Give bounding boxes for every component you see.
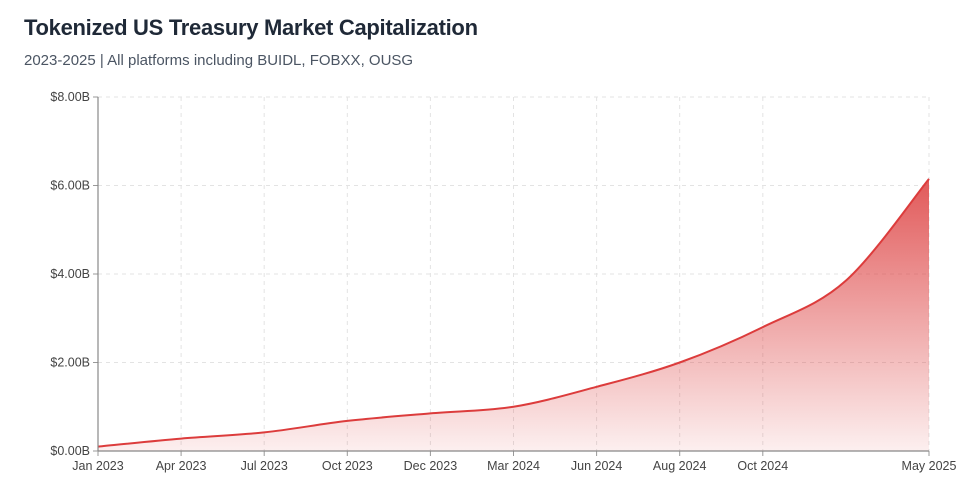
y-tick-label: $8.00B [50,90,90,104]
y-tick-label: $2.00B [50,356,90,370]
x-tick-label: Jul 2023 [241,459,288,473]
axes [93,96,930,456]
x-tick-label: Dec 2023 [404,459,458,473]
x-tick-label: Oct 2024 [737,459,788,473]
tick-labels: $0.00B $2.00B $4.00B $6.00B $8.00B Jan 2023 Ap… [50,90,956,473]
chart-subtitle: 2023-2025 | All platforms including BUID… [24,52,414,69]
x-tick-label: Jun 2024 [571,459,622,473]
x-tick-label: Mar 2024 [487,459,540,473]
x-tick-label: May 2025 [902,459,957,473]
x-tick-label: Aug 2024 [653,459,707,473]
x-tick-label: Oct 2023 [322,459,373,473]
area-fill [98,178,929,452]
series-line [97,178,930,448]
chart-title: Tokenized US Treasury Market Capitalizat… [24,15,478,40]
x-tick-label: Jan 2023 [72,459,123,473]
x-tick-label: Apr 2023 [156,459,207,473]
y-tick-label: $6.00B [50,179,90,193]
grid [98,96,930,451]
y-tick-label: $0.00B [50,444,90,458]
y-tick-label: $4.00B [50,267,90,281]
